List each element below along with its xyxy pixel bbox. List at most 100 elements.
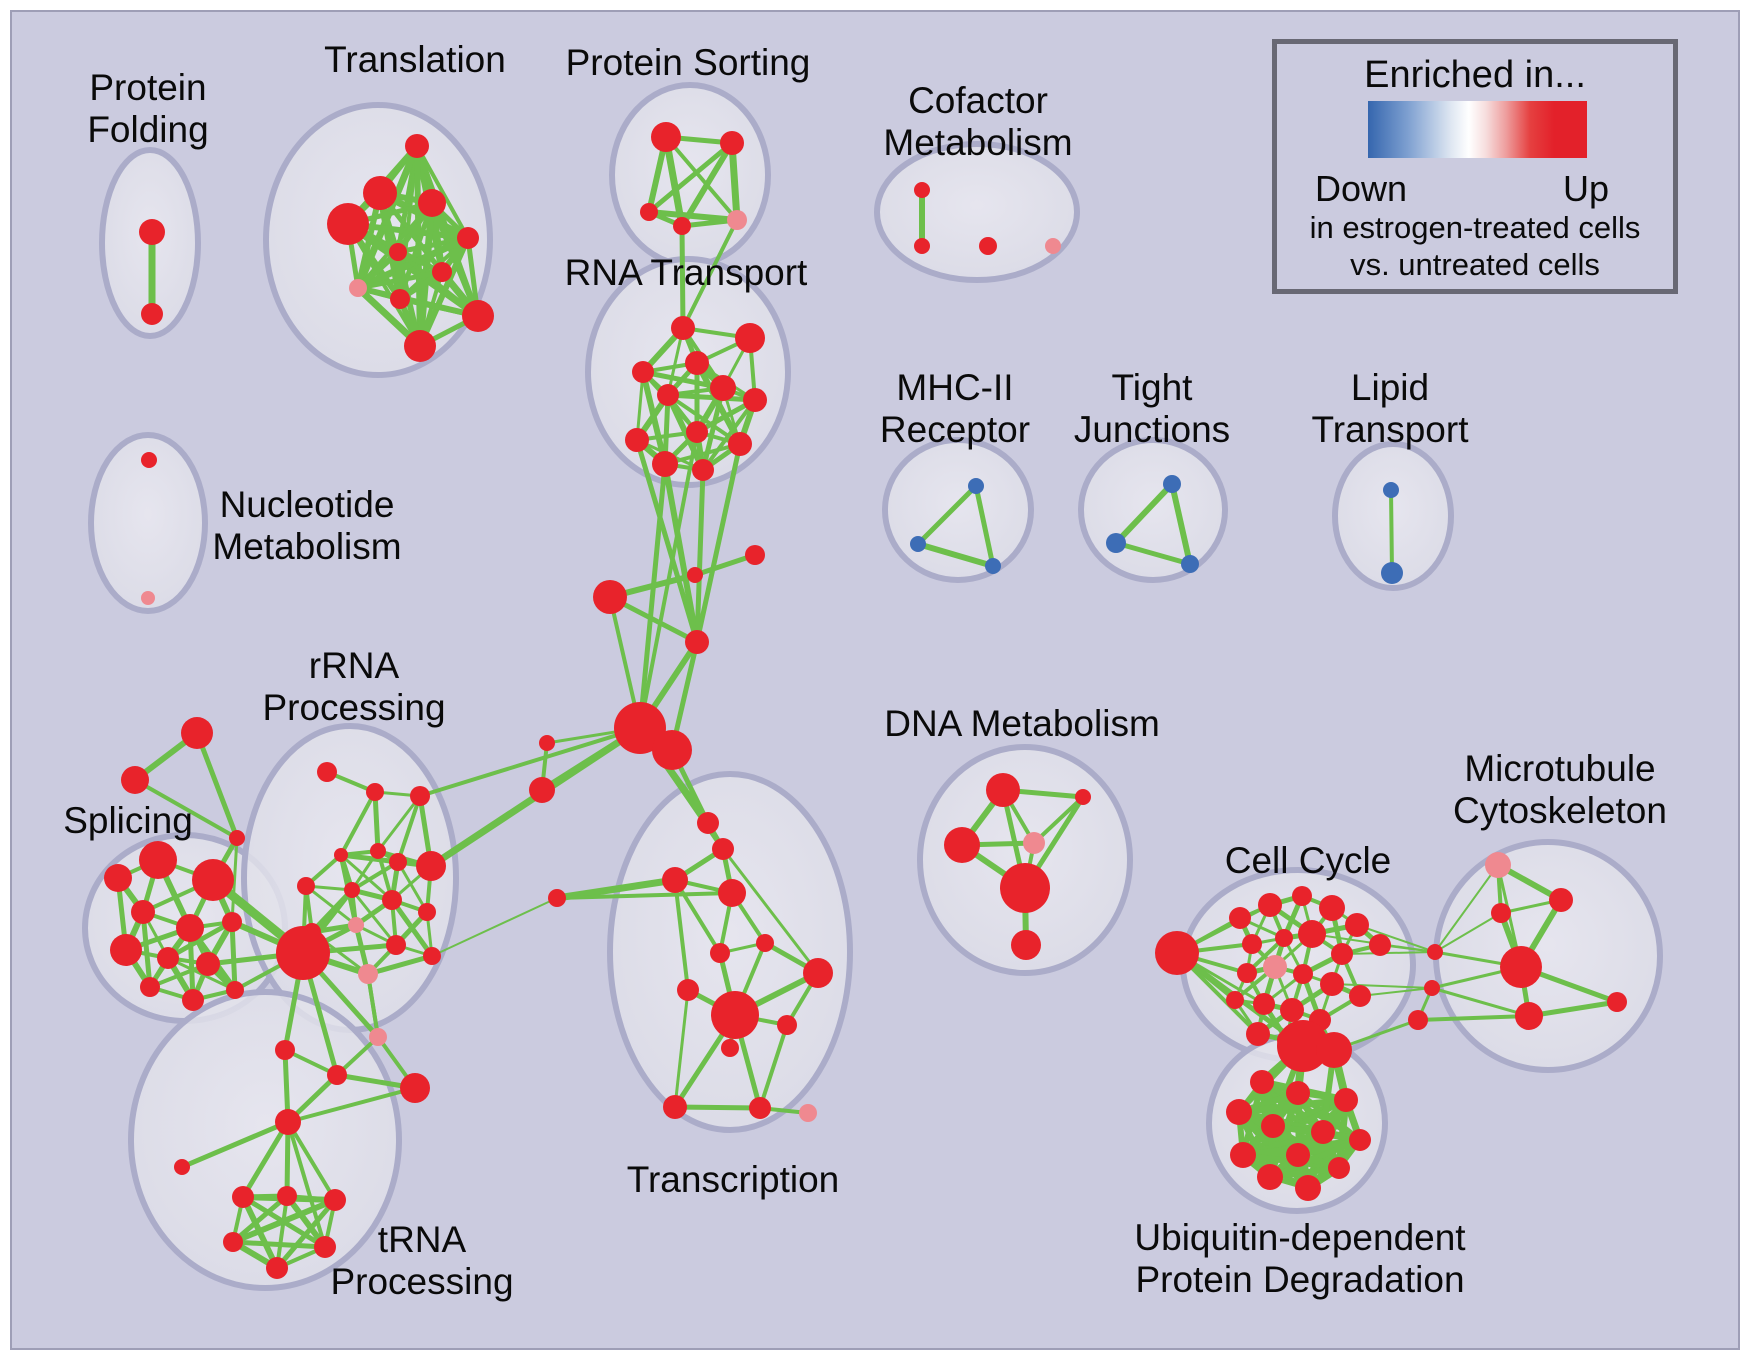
network-node bbox=[632, 361, 654, 383]
network-node bbox=[196, 952, 220, 976]
network-edge bbox=[304, 884, 358, 927]
network-node bbox=[266, 1257, 288, 1279]
network-edge bbox=[692, 552, 758, 578]
network-node bbox=[1280, 998, 1304, 1022]
network-node bbox=[348, 917, 364, 933]
network-node bbox=[418, 189, 446, 217]
network-edge bbox=[417, 235, 471, 349]
network-node bbox=[141, 591, 155, 605]
network-edge bbox=[1359, 987, 1433, 997]
network-node bbox=[777, 1015, 797, 1035]
network-edge bbox=[679, 223, 686, 331]
network-edge bbox=[662, 461, 700, 645]
cluster-label-cell-cycle: Cell Cycle bbox=[1225, 840, 1392, 881]
network-node bbox=[176, 914, 204, 942]
network-node bbox=[1246, 1022, 1270, 1046]
network-edge bbox=[366, 972, 380, 1039]
network-node bbox=[174, 1159, 190, 1175]
cluster-label-mhc-ii-receptor: MHC-II Receptor bbox=[880, 367, 1030, 450]
network-node bbox=[1292, 886, 1312, 906]
network-node bbox=[181, 717, 213, 749]
network-node bbox=[663, 1095, 687, 1119]
network-node bbox=[229, 830, 245, 846]
network-node bbox=[400, 1073, 430, 1103]
network-edge bbox=[1169, 481, 1193, 567]
network-node bbox=[1045, 238, 1061, 254]
network-node bbox=[914, 238, 930, 254]
network-node bbox=[1320, 972, 1344, 996]
network-edge bbox=[165, 919, 235, 961]
network-node bbox=[1000, 863, 1050, 913]
network-edge bbox=[275, 1194, 289, 1270]
cluster-ellipse-nucleotide-metabolism bbox=[88, 432, 208, 614]
cluster-label-transcription: Transcription bbox=[627, 1159, 839, 1200]
network-node bbox=[1181, 555, 1199, 573]
network-edge bbox=[973, 483, 996, 569]
cluster-label-rrna-processing: rRNA Processing bbox=[262, 645, 445, 728]
network-node bbox=[1316, 1032, 1352, 1068]
network-node bbox=[366, 783, 384, 801]
network-node bbox=[358, 964, 378, 984]
network-node bbox=[222, 912, 242, 932]
network-edge bbox=[240, 1119, 291, 1200]
network-node bbox=[1383, 482, 1399, 498]
network-edge bbox=[230, 836, 239, 924]
network-edge bbox=[673, 878, 722, 955]
cluster-label-translation: Translation bbox=[324, 39, 506, 80]
network-edge bbox=[431, 897, 558, 957]
network-edge bbox=[396, 860, 429, 914]
network-node bbox=[1023, 832, 1045, 854]
network-node bbox=[1331, 943, 1353, 965]
network-edge bbox=[286, 1086, 417, 1124]
network-edge bbox=[350, 888, 398, 947]
network-node bbox=[370, 843, 386, 859]
network-node bbox=[710, 375, 736, 401]
network-edge bbox=[1356, 924, 1436, 953]
network-edge bbox=[681, 218, 739, 330]
network-node bbox=[1381, 562, 1403, 584]
network-node bbox=[1298, 920, 1326, 948]
cluster-label-protein-sorting: Protein Sorting bbox=[566, 42, 811, 83]
network-node bbox=[671, 316, 695, 340]
network-node bbox=[652, 451, 678, 477]
network-node bbox=[432, 262, 452, 282]
cluster-label-tight-junctions: Tight Junctions bbox=[1074, 367, 1230, 450]
network-edge bbox=[194, 730, 240, 841]
label-layer: Protein Folding Translation Protein Sorting… bbox=[63, 39, 1667, 1302]
network-node bbox=[743, 388, 767, 412]
network-node bbox=[1242, 934, 1262, 954]
network-node bbox=[121, 766, 149, 794]
network-edge bbox=[1331, 983, 1433, 989]
network-node bbox=[232, 1186, 254, 1208]
network-node bbox=[410, 786, 430, 806]
network-edge bbox=[673, 878, 690, 992]
network-edge bbox=[721, 847, 820, 975]
network-node bbox=[1075, 789, 1091, 805]
network-edge bbox=[1430, 986, 1531, 1018]
network-node bbox=[640, 203, 658, 221]
network-node bbox=[327, 1065, 347, 1085]
network-edge bbox=[634, 437, 700, 645]
network-edge bbox=[274, 1197, 338, 1271]
network-edge bbox=[229, 919, 238, 993]
network-node bbox=[104, 864, 132, 892]
network-edge bbox=[1032, 795, 1085, 845]
network-node bbox=[718, 879, 746, 907]
network-node bbox=[1485, 852, 1511, 878]
network-node bbox=[344, 882, 360, 898]
network-node bbox=[314, 1236, 336, 1258]
cluster-ellipse-microtubule-cytoskeleton bbox=[1433, 839, 1663, 1073]
legend-up-label: Up bbox=[1562, 168, 1610, 209]
network-node bbox=[914, 182, 930, 198]
network-edge bbox=[230, 1239, 328, 1250]
network-node bbox=[1261, 1114, 1285, 1138]
network-edge bbox=[1416, 1014, 1531, 1022]
network-node bbox=[1250, 1070, 1274, 1094]
network-node bbox=[1408, 1010, 1428, 1030]
network-edge bbox=[701, 398, 757, 472]
network-node bbox=[1515, 1002, 1543, 1030]
legend-caption-line2: vs. untreated cells bbox=[1350, 247, 1600, 282]
network-node bbox=[1311, 1120, 1335, 1144]
network-node bbox=[692, 459, 714, 481]
network-node bbox=[1257, 1164, 1283, 1190]
